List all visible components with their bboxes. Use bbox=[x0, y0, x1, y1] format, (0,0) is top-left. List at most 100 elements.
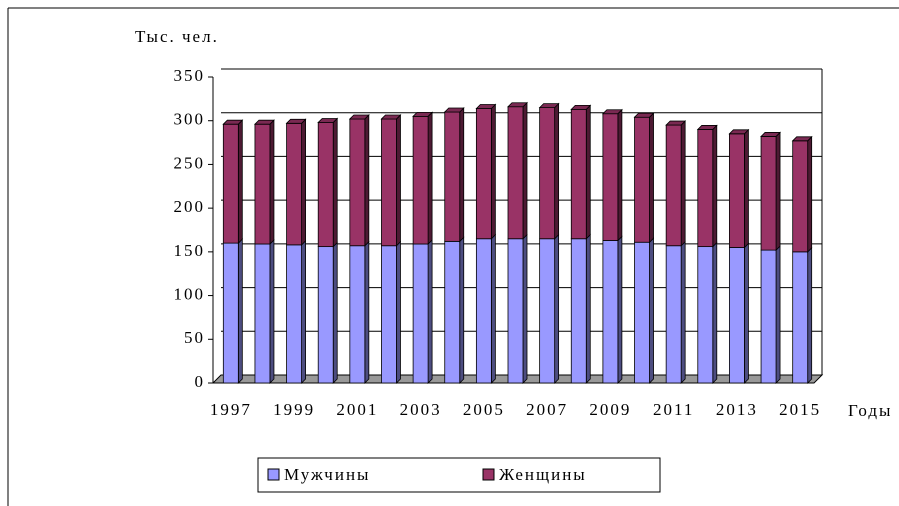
bar-side bbox=[775, 245, 781, 384]
bar-top bbox=[253, 119, 275, 125]
legend-label: Мужчины bbox=[284, 465, 370, 484]
bar-side bbox=[237, 119, 243, 245]
bar bbox=[602, 113, 619, 241]
bar-side bbox=[807, 246, 813, 384]
bar bbox=[475, 108, 492, 240]
bar-side bbox=[744, 128, 749, 249]
x-tick-label: 2003 bbox=[400, 400, 442, 419]
bar bbox=[317, 122, 334, 248]
bar bbox=[760, 136, 777, 251]
bar-side bbox=[617, 235, 623, 384]
bar-side bbox=[269, 239, 275, 384]
bar bbox=[222, 123, 239, 244]
bar-side bbox=[364, 240, 370, 384]
bar-top bbox=[570, 104, 592, 110]
bar-top bbox=[443, 107, 465, 113]
bar-top bbox=[507, 102, 528, 108]
bar bbox=[602, 240, 619, 384]
bar-side bbox=[712, 241, 718, 384]
bar-side bbox=[554, 102, 560, 240]
legend-swatch bbox=[267, 468, 280, 481]
bar-top bbox=[760, 132, 782, 137]
x-axis-label: Годы bbox=[848, 401, 892, 420]
bar-side bbox=[364, 114, 370, 247]
bar-side bbox=[332, 241, 338, 384]
bar-top bbox=[665, 120, 687, 126]
bar-top bbox=[791, 136, 813, 142]
bar-top bbox=[317, 118, 339, 123]
bar-side bbox=[617, 108, 623, 242]
bar bbox=[697, 246, 714, 384]
y-tick-label: 350 bbox=[174, 66, 206, 85]
bar bbox=[349, 118, 366, 247]
bar bbox=[444, 111, 461, 242]
bar-side bbox=[459, 107, 465, 243]
x-tick-label: 2015 bbox=[779, 400, 821, 419]
bar bbox=[760, 249, 777, 384]
bar-side bbox=[775, 131, 781, 252]
bar-side bbox=[680, 240, 686, 384]
bar-side bbox=[522, 233, 528, 384]
bar-top bbox=[728, 129, 750, 135]
x-tick-label: 2013 bbox=[716, 400, 758, 419]
bar bbox=[254, 243, 271, 384]
x-tick-label: 1999 bbox=[273, 400, 315, 419]
bar-side bbox=[301, 118, 306, 246]
x-tick-label: 2001 bbox=[336, 400, 378, 419]
bar bbox=[539, 238, 556, 384]
bar bbox=[729, 247, 745, 384]
y-tick-label: 0 bbox=[195, 372, 206, 391]
bar bbox=[570, 108, 587, 240]
bar bbox=[349, 245, 366, 384]
bar-side bbox=[712, 124, 718, 248]
bar-side bbox=[237, 238, 243, 384]
bar-top bbox=[601, 109, 623, 115]
bar-top bbox=[412, 111, 434, 117]
y-tick-label: 200 bbox=[174, 197, 206, 216]
bar bbox=[412, 243, 429, 384]
bar bbox=[412, 115, 429, 245]
bar-top bbox=[696, 125, 718, 130]
bar-top bbox=[222, 119, 244, 125]
bar bbox=[286, 122, 302, 246]
legend bbox=[257, 457, 661, 493]
x-tick-label: 2005 bbox=[463, 400, 505, 419]
bar-side bbox=[427, 239, 433, 384]
y-tick-label: 300 bbox=[174, 110, 206, 129]
x-tick-label: 2007 bbox=[526, 400, 568, 419]
bar bbox=[507, 238, 524, 384]
y-tick-label: 50 bbox=[184, 328, 205, 347]
bar bbox=[697, 129, 714, 248]
bar-top bbox=[380, 114, 402, 120]
y-tick-label: 100 bbox=[174, 284, 206, 303]
bar-side bbox=[585, 233, 591, 384]
bar-side bbox=[522, 101, 528, 240]
bar-side bbox=[301, 239, 306, 384]
bar bbox=[570, 238, 587, 384]
bar-side bbox=[269, 119, 275, 245]
y-tick-label: 250 bbox=[174, 153, 206, 172]
y-axis-label: Тыс. чел. bbox=[135, 27, 219, 46]
bar bbox=[444, 240, 461, 384]
bar bbox=[317, 246, 334, 384]
bar bbox=[729, 133, 745, 248]
legend-label: Женщины bbox=[499, 465, 587, 484]
bar bbox=[381, 245, 397, 384]
bar-top bbox=[475, 104, 497, 109]
bar-side bbox=[490, 233, 496, 384]
bar-side bbox=[459, 236, 465, 384]
x-tick-label: 1997 bbox=[210, 400, 252, 419]
bar bbox=[634, 116, 650, 243]
bar bbox=[792, 251, 809, 384]
bar-side bbox=[744, 242, 749, 384]
bar bbox=[539, 107, 556, 240]
x-tick-label: 2011 bbox=[653, 400, 694, 419]
bar bbox=[381, 118, 397, 247]
bar-side bbox=[554, 233, 560, 384]
bar bbox=[254, 123, 271, 245]
bar-side bbox=[490, 103, 496, 240]
bar-side bbox=[649, 237, 654, 384]
bar bbox=[507, 106, 524, 240]
bar bbox=[286, 244, 302, 384]
